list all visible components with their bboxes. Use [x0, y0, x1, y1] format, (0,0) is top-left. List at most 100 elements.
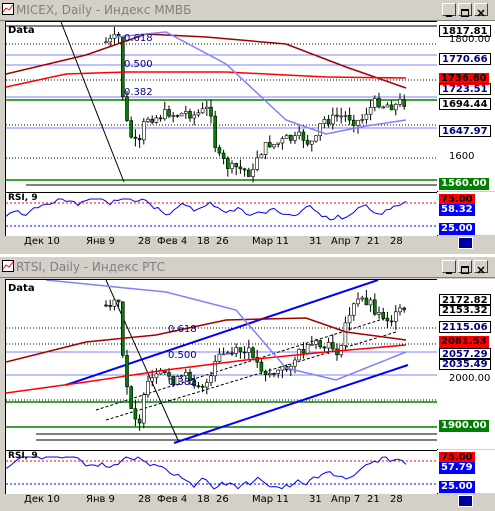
candle [393, 311, 398, 322]
price-axis-label: 2000.00 [449, 373, 491, 384]
moving-average-line [6, 71, 407, 88]
candle [209, 375, 213, 383]
candle [179, 375, 184, 378]
candle [234, 163, 238, 168]
candle [184, 372, 188, 377]
moving-average-line [6, 344, 407, 394]
candle [179, 112, 184, 117]
candle [238, 166, 243, 170]
scroll-to-end-button[interactable] [458, 495, 473, 507]
trend-line [95, 317, 387, 411]
date-label: Мар 11 [252, 494, 290, 505]
candle [372, 98, 377, 108]
trend-line [60, 22, 125, 183]
candle [163, 109, 167, 120]
rtsi-price-chart [6, 280, 437, 444]
rtsi-chart-window[interactable]: RTSI, Daily - Индекс РТС Data 0.618 0.50… [0, 257, 495, 511]
candle [356, 298, 360, 305]
window-title: RTSI, Daily - Индекс РТС [16, 260, 166, 274]
candle [330, 342, 335, 350]
date-label: 21 [367, 236, 380, 247]
candle [108, 38, 112, 43]
price-axis: 1800.00 1600 1817.81 1770.66 1736.60 172… [437, 21, 495, 191]
candle [200, 108, 205, 114]
candle [112, 33, 117, 39]
price-tag: 2153.32 [439, 304, 491, 316]
candle [188, 372, 192, 381]
date-label: 21 [367, 494, 380, 505]
candle [230, 163, 234, 169]
candle [108, 305, 112, 307]
data-label: Data [8, 25, 35, 36]
rsi-panel[interactable]: RSI, 9 [5, 450, 438, 495]
candle [255, 157, 259, 170]
maximize-button[interactable] [458, 260, 472, 274]
candle [226, 352, 230, 355]
moving-average-line [45, 280, 407, 381]
candle [158, 117, 163, 120]
price-panel[interactable]: Data 0.618 0.500 0.382 [5, 279, 438, 451]
candle [272, 144, 276, 148]
candle [377, 312, 381, 315]
candle [381, 106, 386, 109]
candle [154, 117, 159, 123]
candle [230, 352, 234, 355]
candle [305, 344, 310, 354]
candle [343, 322, 348, 346]
title-bar[interactable]: RTSI, Daily - Индекс РТС [0, 257, 495, 278]
candle [297, 131, 302, 137]
candle [280, 366, 285, 371]
candle [167, 372, 171, 377]
price-tag: 2115.06 [439, 321, 491, 333]
candle [351, 303, 356, 316]
title-bar[interactable]: MICEX, Daily - Индекс ММВБ [0, 0, 495, 21]
candle [209, 106, 213, 117]
candle [301, 131, 306, 141]
candle [142, 121, 146, 141]
close-button[interactable] [474, 3, 488, 17]
rsi-tag: 57.79 [439, 462, 475, 474]
candle [167, 109, 171, 117]
date-label: Дек 10 [24, 236, 60, 247]
minimize-button[interactable] [442, 3, 456, 17]
minimize-button[interactable] [442, 260, 456, 274]
date-label: Янв 9 [86, 236, 115, 247]
maximize-button[interactable] [458, 3, 472, 17]
price-panel[interactable]: Data 0.618 0.500 0.382 [5, 21, 438, 193]
close-icon [477, 9, 485, 17]
moving-average-line [6, 317, 407, 363]
candle [133, 408, 138, 420]
candle [192, 114, 196, 119]
fib-382-label: 0.382 [168, 377, 197, 388]
close-button[interactable] [474, 260, 488, 274]
candle [309, 140, 314, 145]
candle [129, 120, 133, 138]
date-label: Фев 4 [157, 494, 188, 505]
price-tag: 1723.51 [439, 83, 491, 95]
candle [251, 347, 255, 358]
date-label: 28 [390, 236, 403, 247]
candle [335, 114, 339, 117]
candle [146, 380, 150, 396]
chart-window-icon [2, 260, 14, 272]
date-axis: Дек 10 Янв 9 28 Фев 4 18 26 Мар 11 31 Ап… [0, 494, 495, 508]
candle [267, 142, 272, 148]
rsi-label: RSI, 9 [8, 193, 38, 203]
candle [293, 135, 297, 141]
support-price-tag: 1900.00 [439, 420, 489, 432]
scroll-to-end-button[interactable] [458, 237, 473, 249]
candle [205, 382, 209, 388]
fib-618-label: 0.618 [168, 324, 197, 335]
trend-line [105, 280, 179, 441]
candle [398, 99, 402, 105]
candle [247, 169, 251, 177]
price-tag: 1770.66 [439, 53, 491, 65]
candle [351, 119, 356, 126]
candle [175, 376, 180, 385]
micex-chart-window[interactable]: MICEX, Daily - Индекс ММВБ Data 0.618 0.… [0, 0, 495, 254]
rsi-panel[interactable]: RSI, 9 [5, 192, 438, 237]
candle [116, 299, 121, 303]
candle [150, 118, 154, 123]
candle [125, 96, 129, 121]
candle [146, 118, 150, 122]
